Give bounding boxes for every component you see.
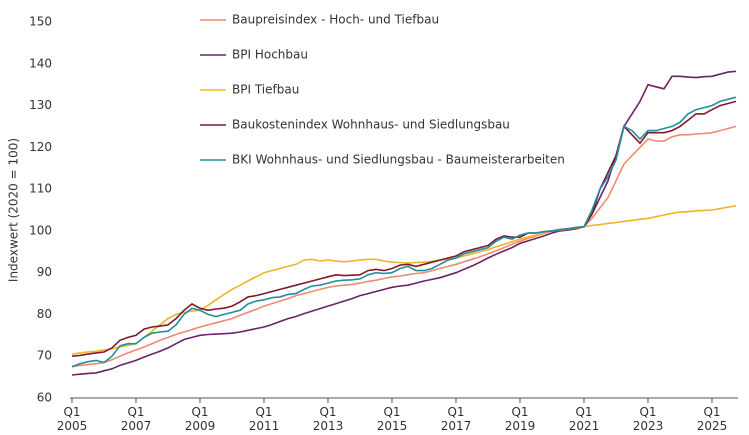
y-tick-label: 70 [37, 349, 52, 363]
y-tick-label: 130 [29, 98, 52, 112]
legend-label: BPI Hochbau [232, 48, 308, 62]
y-tick-label: 120 [29, 140, 52, 154]
series-line [71, 125, 737, 368]
x-tick-label: Q1 2007 [120, 405, 152, 433]
y-tick-label: 100 [29, 223, 52, 237]
legend-label: Baukostenindex Wohnhaus- und Siedlungsba… [232, 118, 510, 132]
y-tick-label: 90 [37, 265, 52, 279]
y-tick-label: 60 [37, 391, 52, 405]
series-line [71, 100, 737, 357]
legend-label: BPI Tiefbau [232, 83, 299, 97]
x-tick-label: Q1 2017 [440, 405, 472, 433]
y-tick-label: 80 [37, 307, 52, 321]
x-tick-label: Q1 2011 [248, 405, 280, 433]
y-axis-label: Indexwert (2020 = 100) [7, 138, 21, 282]
y-tick-label: 140 [29, 56, 52, 70]
series-line [71, 70, 737, 376]
y-tick-label: 150 [29, 15, 52, 29]
series-line [71, 205, 737, 355]
x-tick-label: Q1 2023 [632, 405, 664, 433]
legend-label: BKI Wohnhaus- und Siedlungsbau - Baumeis… [232, 153, 565, 167]
x-tick-label: Q1 2021 [568, 405, 600, 433]
y-tick-label: 110 [29, 182, 52, 196]
x-tick-label: Q1 2005 [56, 405, 88, 433]
x-tick-label: Q1 2009 [184, 405, 216, 433]
x-tick-label: Q1 2025 [696, 405, 728, 433]
legend-label: Baupreisindex - Hoch- und Tiefbau [232, 13, 439, 27]
x-tick-label: Q1 2015 [376, 405, 408, 433]
x-tick-label: Q1 2013 [312, 405, 344, 433]
x-tick-label: Q1 2019 [504, 405, 536, 433]
series-line [71, 96, 737, 368]
